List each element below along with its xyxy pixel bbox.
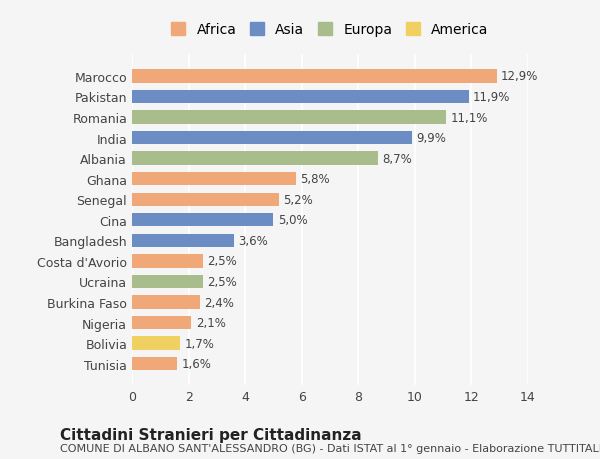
Text: Cittadini Stranieri per Cittadinanza: Cittadini Stranieri per Cittadinanza xyxy=(60,427,362,442)
Bar xyxy=(132,132,412,145)
Bar xyxy=(132,357,177,370)
Text: 11,9%: 11,9% xyxy=(473,91,510,104)
Text: 1,7%: 1,7% xyxy=(184,337,214,350)
Text: 8,7%: 8,7% xyxy=(382,152,412,165)
Text: 2,5%: 2,5% xyxy=(207,275,237,288)
Bar xyxy=(132,296,200,309)
Bar xyxy=(132,255,203,268)
Text: 5,2%: 5,2% xyxy=(283,193,313,206)
Bar xyxy=(132,337,180,350)
Text: 2,4%: 2,4% xyxy=(204,296,234,309)
Bar xyxy=(132,316,191,330)
Text: COMUNE DI ALBANO SANT'ALESSANDRO (BG) - Dati ISTAT al 1° gennaio - Elaborazione : COMUNE DI ALBANO SANT'ALESSANDRO (BG) - … xyxy=(60,443,600,453)
Legend: Africa, Asia, Europa, America: Africa, Asia, Europa, America xyxy=(167,19,493,41)
Bar xyxy=(132,152,378,165)
Bar xyxy=(132,111,446,124)
Text: 1,6%: 1,6% xyxy=(182,358,211,370)
Text: 12,9%: 12,9% xyxy=(501,70,539,83)
Text: 3,6%: 3,6% xyxy=(238,235,268,247)
Text: 11,1%: 11,1% xyxy=(450,111,488,124)
Bar xyxy=(132,213,274,227)
Text: 5,0%: 5,0% xyxy=(278,214,307,227)
Bar xyxy=(132,90,469,104)
Bar xyxy=(132,234,234,247)
Bar xyxy=(132,275,203,289)
Bar xyxy=(132,70,497,84)
Text: 9,9%: 9,9% xyxy=(416,132,446,145)
Text: 5,8%: 5,8% xyxy=(301,173,330,186)
Text: 2,1%: 2,1% xyxy=(196,316,226,330)
Bar xyxy=(132,193,279,207)
Text: 2,5%: 2,5% xyxy=(207,255,237,268)
Bar xyxy=(132,173,296,186)
